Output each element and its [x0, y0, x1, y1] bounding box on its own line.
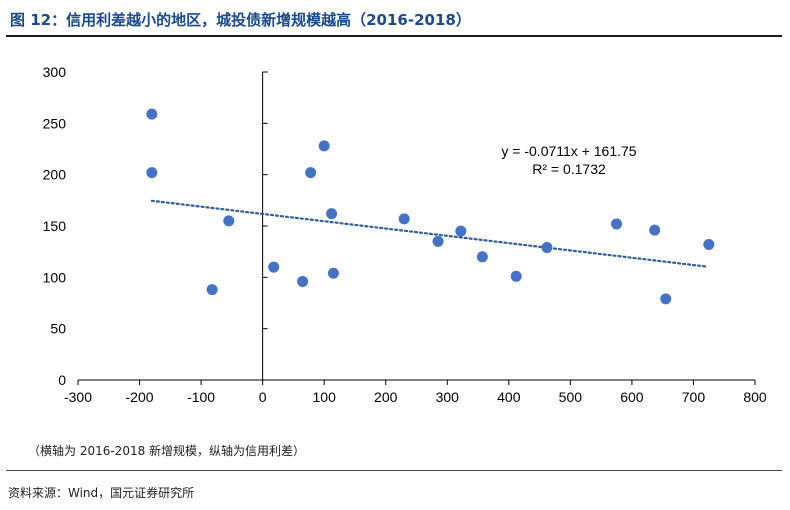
data-point — [649, 224, 661, 236]
x-tick-label: 0 — [259, 389, 267, 405]
x-tick-label: 600 — [620, 389, 644, 405]
y-tick-label: 300 — [43, 64, 67, 80]
trendline-annotation: y = -0.0711x + 161.75 R² = 0.1732 — [501, 143, 636, 177]
data-point — [305, 167, 317, 179]
x-tick-label: 500 — [559, 389, 583, 405]
data-point — [223, 215, 235, 227]
x-tick-label: -200 — [126, 389, 154, 405]
data-point — [206, 284, 218, 296]
data-point — [297, 275, 309, 287]
y-tick-label: 200 — [43, 167, 67, 183]
x-tick-label: 300 — [436, 389, 460, 405]
figure-title: 图 12：信用利差越小的地区，城投债新增规模越高（2016-2018） — [10, 11, 471, 29]
data-point — [146, 108, 158, 120]
data-point — [268, 261, 280, 273]
data-point — [146, 167, 158, 179]
data-points — [146, 108, 715, 305]
x-tick-label: 700 — [682, 389, 706, 405]
y-tick-label: 50 — [50, 321, 66, 337]
trendline-r2: R² = 0.1732 — [532, 161, 606, 177]
trendline-layer — [150, 199, 707, 268]
x-tick-label: 100 — [313, 389, 337, 405]
data-point — [476, 251, 488, 263]
x-tick-label: 800 — [743, 389, 767, 405]
data-point — [398, 213, 410, 225]
trendline — [150, 199, 707, 268]
data-point — [432, 235, 444, 247]
y-tick-label: 250 — [43, 115, 67, 131]
x-tick-label: -300 — [64, 389, 92, 405]
data-point — [703, 238, 715, 250]
x-tick-label: 200 — [374, 389, 398, 405]
data-point — [326, 208, 338, 220]
trendline-equation: y = -0.0711x + 161.75 — [501, 143, 636, 159]
data-point — [660, 293, 672, 305]
title-divider — [6, 35, 782, 37]
chart-axes: -300 -200 -100 0 100 200 300 400 500 600 700 800 0 50… — [43, 64, 767, 405]
data-point — [318, 140, 330, 152]
source-text: 资料来源：Wind，国元证券研究所 — [8, 486, 195, 500]
data-point — [541, 242, 553, 254]
data-point — [510, 270, 522, 282]
y-tick-label: 150 — [43, 218, 67, 234]
x-tick-label: -100 — [187, 389, 215, 405]
data-point — [327, 267, 339, 279]
y-tick-label: 0 — [58, 372, 66, 388]
data-point — [455, 225, 467, 237]
source-divider — [6, 470, 782, 471]
axis-note: （横轴为 2016-2018 新增规模，纵轴为信用利差） — [28, 444, 306, 458]
scatter-chart: -300 -200 -100 0 100 200 300 400 500 600 700 800 0 50… — [43, 64, 767, 405]
y-tick-label: 100 — [43, 269, 67, 285]
x-tick-label: 400 — [497, 389, 521, 405]
data-point — [611, 218, 623, 230]
